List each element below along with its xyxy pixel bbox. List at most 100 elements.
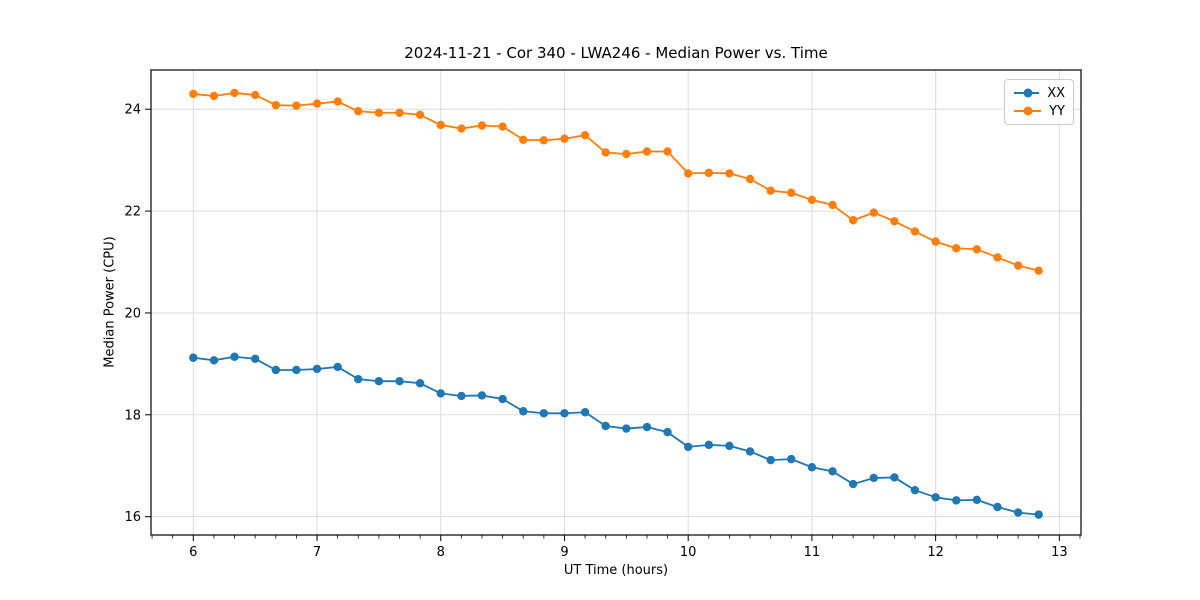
data-point-yy	[230, 88, 239, 98]
data-point-yy	[1013, 261, 1023, 270]
data-point-xx	[663, 427, 672, 437]
data-point-xx	[642, 422, 652, 432]
y-tick-label: 20	[124, 306, 141, 321]
legend-label-xx: XX	[1047, 85, 1065, 101]
data-point-yy	[972, 245, 982, 254]
data-point-yy	[766, 186, 775, 195]
data-point-xx	[828, 467, 837, 476]
data-point-xx	[415, 379, 425, 388]
legend: XX YY	[1004, 79, 1074, 125]
data-point-xx	[519, 407, 528, 416]
x-tick-label: 11	[804, 545, 821, 560]
data-point-yy	[993, 253, 1002, 262]
data-point-yy	[910, 227, 920, 236]
data-point-xx	[560, 409, 569, 418]
data-point-yy	[683, 169, 693, 178]
data-point-xx	[209, 356, 219, 365]
data-point-yy	[519, 135, 528, 144]
data-point-yy	[333, 97, 342, 106]
data-point-xx	[725, 441, 734, 451]
chart-title: 2024-11-21 - Cor 340 - LWA246 - Median P…	[404, 44, 828, 62]
data-point-xx	[601, 421, 610, 431]
data-point-yy	[787, 188, 796, 197]
y-tick-label: 18	[124, 408, 141, 423]
y-tick-label: 24	[124, 103, 141, 118]
series-line-yy	[193, 92, 1039, 272]
series-xx-swatch-icon	[1014, 88, 1040, 98]
data-point-yy	[312, 99, 322, 108]
data-point-xx	[580, 408, 590, 417]
data-point-xx	[869, 473, 878, 483]
data-point-xx	[890, 473, 899, 482]
data-point-xx	[745, 447, 755, 456]
data-point-xx	[374, 376, 384, 386]
data-point-yy	[828, 200, 837, 210]
data-point-xx	[292, 365, 301, 375]
x-axis-label: UT Time (hours)	[563, 563, 669, 578]
data-point-yy	[807, 195, 817, 205]
series-yy-swatch-icon	[1014, 106, 1042, 116]
data-point-xx	[312, 364, 322, 374]
data-point-xx	[457, 391, 466, 401]
data-point-xx	[704, 440, 714, 450]
x-tick-label: 9	[560, 545, 568, 560]
data-point-yy	[663, 147, 672, 156]
data-point-xx	[250, 354, 260, 363]
y-axis-label: Median Power (CPU)	[102, 236, 118, 368]
data-point-xx	[787, 454, 796, 464]
y-tick-label: 16	[124, 510, 141, 525]
data-point-xx	[498, 394, 507, 404]
data-point-yy	[209, 91, 219, 101]
data-point-xx	[952, 496, 961, 505]
data-point-yy	[848, 216, 858, 225]
data-point-yy	[704, 168, 714, 178]
data-point-xx	[477, 391, 487, 400]
data-point-yy	[354, 107, 363, 116]
data-point-yy	[271, 100, 281, 110]
data-point-xx	[622, 424, 631, 433]
data-point-yy	[477, 121, 487, 130]
data-point-xx	[271, 365, 281, 375]
x-tick-label: 6	[189, 545, 197, 560]
data-point-yy	[931, 237, 940, 246]
data-point-xx	[395, 376, 404, 386]
data-point-yy	[745, 174, 755, 184]
x-tick-label: 10	[680, 545, 697, 560]
x-tick-label: 8	[437, 545, 445, 560]
data-point-yy	[539, 136, 549, 145]
y-tick-label: 22	[124, 205, 141, 220]
data-point-yy	[890, 217, 899, 226]
data-point-xx	[1034, 510, 1043, 519]
data-point-xx	[972, 495, 982, 505]
data-point-yy	[952, 244, 961, 253]
data-point-xx	[230, 352, 239, 361]
data-point-yy	[457, 124, 466, 133]
data-point-yy	[560, 134, 569, 143]
data-point-yy	[250, 90, 260, 100]
legend-item-yy: YY	[1012, 102, 1065, 120]
data-point-xx	[333, 362, 342, 372]
data-point-xx	[539, 409, 549, 418]
data-point-yy	[189, 89, 198, 99]
data-point-xx	[766, 455, 775, 465]
data-point-xx	[1013, 508, 1023, 517]
data-point-yy	[725, 169, 734, 178]
data-point-yy	[601, 148, 610, 157]
axes-frame	[150, 69, 1082, 536]
data-point-yy	[395, 108, 404, 117]
legend-label-yy: YY	[1049, 103, 1065, 119]
data-point-yy	[415, 110, 425, 120]
legend-item-xx: XX	[1012, 84, 1065, 102]
data-point-xx	[910, 485, 920, 495]
data-point-xx	[807, 463, 817, 472]
data-point-xx	[683, 442, 693, 452]
data-point-xx	[354, 374, 363, 384]
data-point-yy	[1034, 266, 1043, 275]
data-point-yy	[498, 122, 507, 131]
data-point-xx	[931, 493, 940, 502]
x-tick-label: 13	[1051, 545, 1068, 560]
data-point-yy	[292, 101, 301, 110]
data-point-xx	[848, 479, 858, 489]
